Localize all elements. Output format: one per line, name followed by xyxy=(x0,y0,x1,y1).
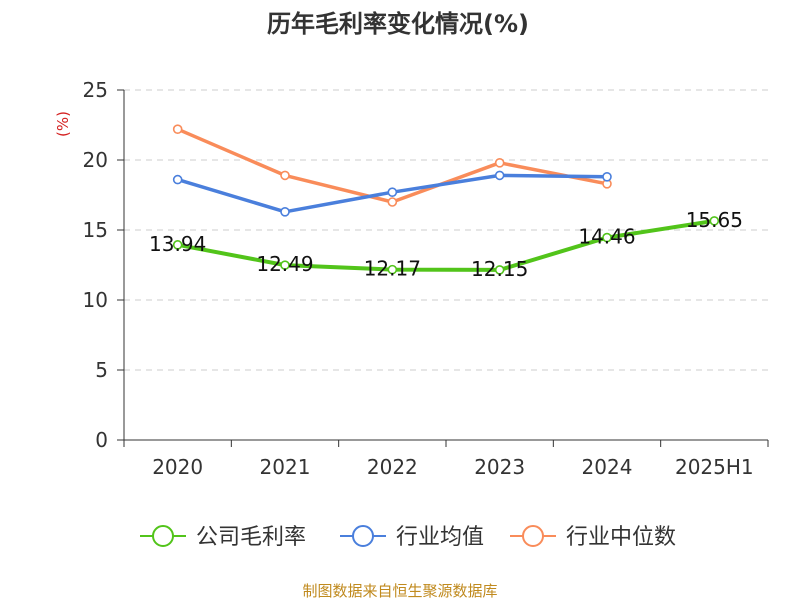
legend: 公司毛利率 行业均值 行业中位数 xyxy=(140,525,676,550)
legend-label: 行业中位数 xyxy=(566,525,676,550)
legend-marker xyxy=(522,525,544,547)
data-point xyxy=(280,260,290,270)
y-axis-label: (%) xyxy=(54,111,72,137)
data-labels: 13.94 12.49 12.17 12.15 14.46 15.65 xyxy=(149,208,743,281)
legend-marker xyxy=(352,525,374,547)
data-point xyxy=(387,187,398,197)
data-point xyxy=(387,197,398,207)
data-point xyxy=(280,170,290,181)
data-point xyxy=(172,124,183,134)
data-point xyxy=(172,240,183,250)
data-label: 12.15 xyxy=(471,257,528,281)
axes: 0 5 10 15 20 25 2020 2021 2022 2023 2024 2025H1 xyxy=(83,78,769,479)
data-point xyxy=(494,265,505,275)
series-layer xyxy=(172,124,720,275)
x-tick-label: 2023 xyxy=(474,455,525,479)
legend-marker xyxy=(152,525,174,547)
series-1 xyxy=(172,170,612,217)
grid-lines xyxy=(124,89,768,371)
data-point xyxy=(494,158,505,168)
data-point xyxy=(172,174,183,185)
footer-source: 制图数据来自恒生聚源数据库 xyxy=(302,582,497,600)
series-0 xyxy=(172,216,720,275)
x-tick-label: 2021 xyxy=(260,455,311,479)
x-tick-label: 2024 xyxy=(582,455,633,479)
y-tick-label: 25 xyxy=(83,78,108,102)
chart-title: 历年毛利率变化情况(%) xyxy=(267,10,529,38)
data-point xyxy=(280,207,290,217)
y-tick-label: 10 xyxy=(83,288,108,312)
data-point xyxy=(602,232,612,243)
y-tick-label: 20 xyxy=(83,148,108,172)
legend-item-0: 公司毛利率 xyxy=(140,525,306,550)
series-2 xyxy=(172,124,612,207)
x-tick-label: 2020 xyxy=(152,455,203,479)
series-line xyxy=(175,218,717,272)
x-tick-label: 2025H1 xyxy=(675,455,754,479)
data-point xyxy=(602,172,612,182)
data-label: 13.94 xyxy=(149,232,206,256)
x-tick-label: 2022 xyxy=(367,455,418,479)
legend-item-1: 行业均值 xyxy=(340,525,484,550)
legend-label: 行业均值 xyxy=(396,525,484,550)
data-point xyxy=(709,216,720,226)
legend-item-2: 行业中位数 xyxy=(510,525,676,550)
y-tick-label: 0 xyxy=(95,428,108,452)
data-point xyxy=(387,264,398,275)
data-label: 14.46 xyxy=(578,225,635,249)
y-tick-label: 15 xyxy=(83,218,108,242)
data-label: 15.65 xyxy=(686,208,743,232)
y-tick-label: 5 xyxy=(95,358,108,382)
data-label: 12.49 xyxy=(256,252,313,276)
data-point xyxy=(494,170,505,181)
legend-label: 公司毛利率 xyxy=(196,525,306,550)
data-label: 12.17 xyxy=(364,257,421,281)
